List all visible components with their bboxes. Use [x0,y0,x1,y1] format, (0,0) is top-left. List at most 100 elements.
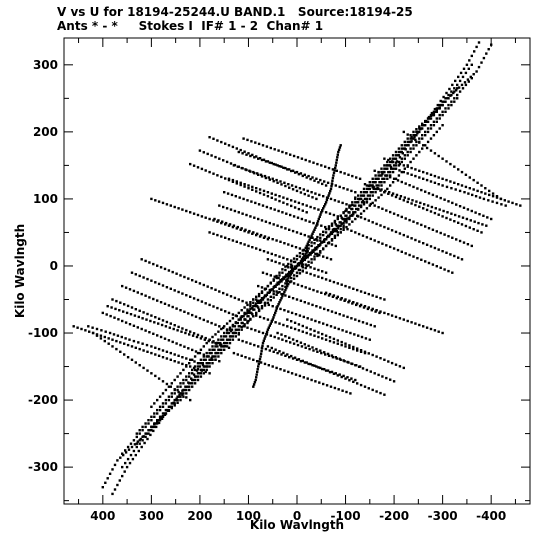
uv-point [239,183,242,187]
uv-point [308,220,311,223]
uv-point [126,356,130,359]
uv-point [127,448,131,451]
uv-point [297,329,301,332]
uv-point [219,341,222,345]
uv-point [432,134,436,137]
uv-point [348,346,351,349]
uv-point [232,224,236,227]
uv-point [329,325,333,328]
uv-point [480,231,483,234]
uv-point [220,175,223,179]
uv-point [208,372,211,375]
uv-point [228,326,232,329]
uv-point [171,270,174,274]
uv-point [137,315,140,319]
uv-point [334,372,337,375]
uv-point [310,258,313,261]
uv-point [500,203,503,206]
uv-point [338,185,341,189]
uv-point [300,345,304,348]
uv-point [447,200,450,203]
uv-point [323,205,326,208]
uv-point [231,338,235,341]
uv-point [464,83,468,87]
uv-point [360,201,364,204]
uv-point [247,187,250,190]
uv-point [398,232,402,235]
uv-point [395,160,399,163]
uv-point [278,199,281,203]
uv-point [118,479,121,482]
uv-point [265,330,269,334]
uv-point [150,419,153,422]
uv-point [449,218,452,221]
uv-point [253,172,256,175]
uv-point [330,243,334,246]
y-tick-label: 200 [33,125,58,139]
uv-point [368,184,371,187]
uv-point [292,154,296,158]
uv-point [257,173,260,176]
uv-point [312,161,315,164]
uv-point [295,254,299,258]
uv-point [424,119,427,123]
uv-point [165,286,169,289]
uv-point [445,178,448,182]
uv-point [387,360,390,363]
uv-point [433,211,437,215]
uv-point [298,374,302,378]
uv-point [248,357,251,360]
uv-point [265,332,268,336]
uv-point [265,272,269,276]
y-tick-label: -100 [28,326,58,340]
uv-point [472,73,475,76]
uv-point [188,333,191,336]
uv-point [299,232,303,235]
uv-point [361,321,365,324]
uv-point [276,181,279,184]
uv-point [384,174,387,177]
uv-point [362,194,366,197]
uv-point [106,305,109,308]
uv-point [140,292,143,296]
uv-point [106,477,109,480]
uv-point [283,181,286,184]
uv-point [237,331,240,335]
uv-point [386,160,389,164]
uv-point [208,338,211,341]
uv-point [141,435,144,439]
uv-point [424,134,427,137]
uv-point [389,210,392,214]
uv-point [137,341,140,344]
uv-point [204,336,207,340]
uv-point [243,243,246,246]
uv-point [181,208,184,211]
uv-point [374,174,377,177]
uv-point [249,307,252,311]
uv-point [301,266,304,269]
uv-point [433,181,437,184]
uv-point [187,277,190,280]
uv-point [444,110,447,113]
uv-point [425,172,429,175]
uv-point [490,217,493,221]
uv-point [208,217,211,221]
uv-point [355,303,358,307]
uv-point [300,217,304,221]
uv-point [357,215,360,218]
y-axis-label: Kilo Wavlngth [13,224,27,318]
uv-point [427,192,431,195]
uv-point [487,199,490,202]
uv-point [451,236,454,239]
uv-point [251,153,254,157]
uv-point [103,339,106,343]
uv-point [158,395,162,398]
uv-point [286,197,289,201]
uv-point [157,421,161,425]
uv-point [199,368,203,372]
uv-point [313,258,316,261]
uv-point [414,203,417,207]
uv-point [470,244,473,248]
uv-point [198,351,202,355]
uv-point [196,368,200,371]
